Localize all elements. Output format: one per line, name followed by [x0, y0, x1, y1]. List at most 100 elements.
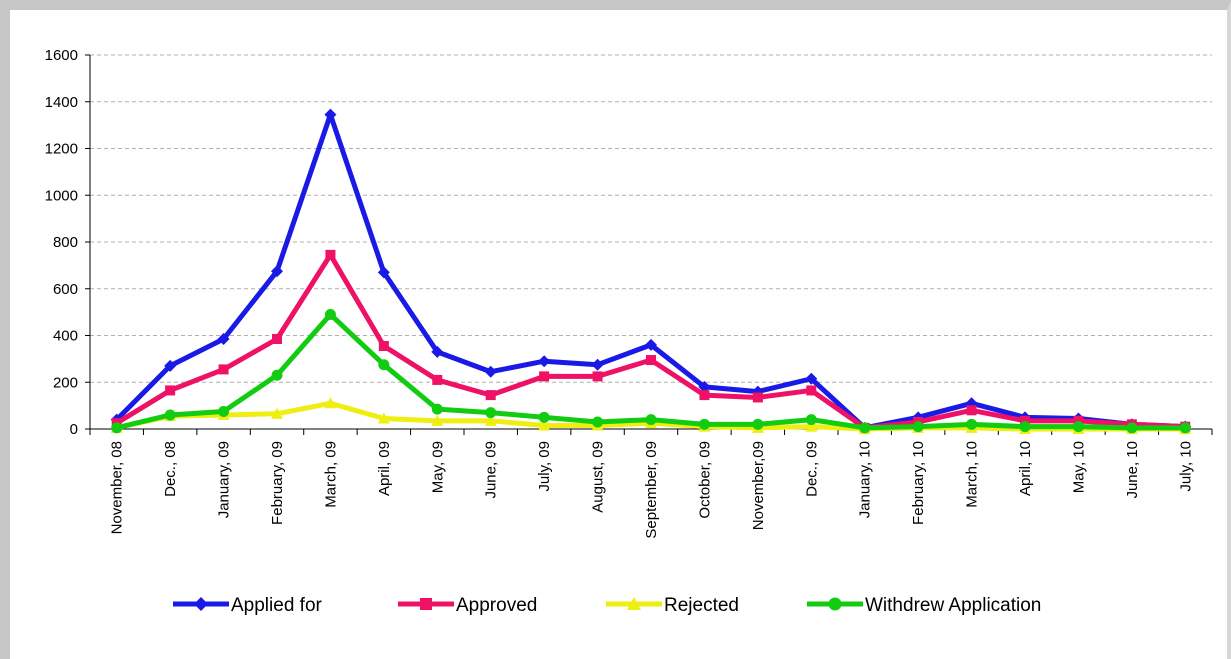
y-tick-label: 400: [53, 328, 78, 345]
x-tick-label: February, 10: [910, 441, 927, 525]
data-point: [378, 359, 390, 371]
y-tick-label: 1000: [45, 187, 78, 204]
data-point: [218, 405, 230, 417]
data-point: [324, 108, 337, 121]
data-point: [324, 308, 336, 320]
y-axis-ticks: 0 200 400 600 800 1000 1200 1400 1600: [45, 47, 90, 438]
data-point: [699, 390, 710, 401]
x-tick-label: May, 09: [429, 441, 446, 493]
x-tick-label: July, 10: [1177, 441, 1194, 492]
legend-label: Approved: [456, 595, 537, 616]
data-point: [431, 345, 444, 358]
y-tick-label: 200: [53, 374, 78, 391]
x-tick-label: November,09: [750, 441, 767, 530]
data-point: [218, 364, 229, 375]
data-point: [698, 380, 711, 393]
data-point: [538, 411, 550, 423]
x-tick-label: October, 09: [696, 441, 713, 519]
data-point: [592, 416, 604, 428]
data-point: [484, 414, 497, 426]
data-point: [1019, 421, 1031, 433]
x-tick-label: Dec., 09: [803, 441, 820, 497]
legend-label: Applied for: [231, 595, 323, 616]
legend-entry: Rejected: [606, 595, 739, 616]
data-point: [752, 418, 764, 430]
series-withdrew-application: [111, 308, 1191, 434]
data-point: [378, 341, 389, 352]
data-point: [431, 403, 443, 415]
data-point: [194, 597, 208, 611]
data-point: [828, 597, 842, 611]
data-point: [377, 412, 390, 424]
x-tick-label: January, 09: [216, 441, 233, 518]
series: [110, 108, 1192, 434]
x-tick-label: March, 09: [322, 441, 339, 508]
data-point: [324, 397, 337, 409]
series-applied-for: [110, 108, 1192, 434]
x-tick-label: May, 10: [1070, 441, 1087, 493]
data-point: [591, 358, 604, 371]
data-point: [1073, 415, 1084, 426]
x-tick-label: April, 10: [1017, 441, 1034, 496]
legend-label: Withdrew Application: [865, 595, 1041, 616]
data-point: [646, 355, 656, 366]
data-point: [1020, 415, 1030, 426]
data-point: [966, 405, 977, 416]
x-axis-ticks: November, 08 Dec., 08 January, 09 February,…: [89, 429, 1213, 539]
x-tick-label: June, 10: [1124, 441, 1141, 499]
legend-entry: Withdrew Application: [807, 595, 1041, 616]
data-point: [164, 359, 177, 372]
data-point: [805, 372, 818, 385]
data-point: [538, 419, 551, 431]
legend-entry: Applied for: [173, 595, 323, 616]
data-point: [592, 371, 603, 382]
data-point: [966, 418, 978, 430]
y-tick-label: 0: [70, 421, 78, 438]
x-tick-label: February, 09: [269, 441, 286, 525]
data-point: [271, 407, 283, 419]
x-tick-label: Dec., 08: [162, 441, 179, 497]
data-point: [164, 409, 176, 421]
data-point: [538, 355, 551, 368]
data-point: [271, 369, 283, 381]
x-tick-label: August, 09: [590, 441, 607, 513]
data-point: [271, 265, 283, 278]
data-point: [805, 414, 817, 426]
data-point: [1072, 421, 1084, 433]
data-point: [698, 418, 710, 430]
data-point: [272, 334, 282, 345]
gridlines: [90, 54, 1212, 383]
x-tick-label: November, 08: [109, 441, 126, 534]
x-tick-label: April, 09: [376, 441, 393, 496]
x-tick-label: March, 10: [964, 441, 981, 508]
data-point: [377, 266, 390, 279]
x-tick-label: September, 09: [643, 441, 660, 539]
y-tick-label: 1200: [45, 141, 78, 158]
data-point: [485, 407, 497, 419]
data-point: [165, 385, 176, 396]
data-point: [1179, 422, 1191, 434]
data-point: [485, 390, 496, 401]
y-tick-label: 1600: [45, 47, 78, 64]
data-point: [111, 422, 123, 434]
x-tick-label: July, 09: [536, 441, 553, 492]
data-point: [539, 371, 550, 382]
legend: Applied for Approved Rejected Withdrew Appl…: [173, 595, 1041, 616]
data-point: [484, 365, 497, 378]
data-point: [217, 333, 230, 346]
y-tick-label: 800: [53, 234, 78, 251]
data-point: [325, 249, 336, 260]
data-point: [1126, 422, 1138, 434]
data-point: [432, 374, 443, 385]
data-point: [912, 421, 924, 433]
data-point: [805, 420, 818, 432]
y-tick-label: 1400: [45, 94, 78, 111]
x-tick-label: June, 09: [483, 441, 500, 499]
data-point: [645, 338, 657, 351]
data-point: [627, 597, 641, 610]
data-point: [806, 385, 817, 396]
data-point: [420, 598, 432, 610]
x-tick-label: January, 10: [857, 441, 874, 518]
